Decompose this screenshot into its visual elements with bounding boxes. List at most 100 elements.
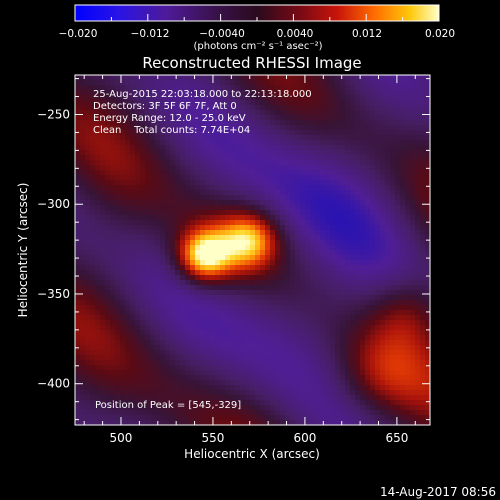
heatmap-cell (360, 215, 366, 221)
heatmap-cell (250, 295, 256, 301)
heatmap-cell (95, 265, 101, 271)
heatmap-cell (90, 85, 96, 91)
heatmap-cell (325, 410, 331, 416)
heatmap-cell (425, 365, 430, 371)
heatmap-cell (400, 265, 406, 271)
heatmap-cell (335, 335, 341, 341)
heatmap-cell (175, 170, 181, 176)
heatmap-cell (410, 140, 416, 146)
heatmap-cell (175, 85, 181, 91)
heatmap-cell (150, 215, 156, 221)
heatmap-cell (415, 225, 421, 231)
heatmap-cell (250, 80, 256, 86)
heatmap-cell (115, 365, 121, 371)
heatmap-cell (370, 145, 376, 151)
heatmap-cell (235, 195, 241, 201)
heatmap-cell (170, 350, 176, 356)
heatmap-cell (390, 240, 396, 246)
heatmap-cell (330, 85, 336, 91)
heatmap-cell (285, 345, 291, 351)
colorbar-tick-label: 0.020 (425, 28, 455, 40)
heatmap-cell (310, 315, 316, 321)
heatmap-cell (410, 295, 416, 301)
heatmap-cell (260, 360, 266, 366)
heatmap-cell (125, 260, 131, 266)
heatmap-cell (195, 210, 201, 216)
heatmap-cell (115, 220, 121, 226)
heatmap-cell (80, 415, 86, 421)
heatmap-cell (190, 90, 196, 96)
heatmap-cell (125, 225, 131, 231)
heatmap-cell (415, 320, 421, 326)
heatmap-cell (95, 355, 101, 361)
heatmap-cell (325, 165, 331, 171)
heatmap-cell (310, 95, 316, 101)
heatmap-cell (245, 380, 251, 386)
heatmap-cell (120, 400, 126, 406)
heatmap-cell (260, 265, 266, 271)
heatmap-cell (410, 375, 416, 381)
heatmap-cell (180, 270, 186, 276)
heatmap-cell (140, 85, 146, 91)
heatmap-cell (305, 110, 311, 116)
heatmap-cell (85, 80, 91, 86)
heatmap-cell (335, 190, 341, 196)
heatmap-cell (180, 80, 186, 86)
heatmap-cell (225, 190, 231, 196)
heatmap-cell (345, 330, 351, 336)
heatmap-cell (310, 280, 316, 286)
heatmap-cell (180, 260, 186, 266)
heatmap-cell (185, 290, 191, 296)
heatmap-cell (170, 240, 176, 246)
heatmap-cell (185, 260, 191, 266)
heatmap-cell (385, 245, 391, 251)
heatmap-cell (200, 320, 206, 326)
heatmap-cell (405, 90, 411, 96)
heatmap-cell (305, 360, 311, 366)
heatmap-cell (95, 160, 101, 166)
heatmap-cell (270, 395, 276, 401)
heatmap-cell (285, 405, 291, 411)
heatmap-cell (385, 220, 391, 226)
heatmap-cell (110, 275, 116, 281)
heatmap-cell (185, 310, 191, 316)
heatmap-cell (220, 225, 226, 231)
heatmap-cell (290, 130, 296, 136)
heatmap-cell (110, 360, 116, 366)
heatmap-cell (230, 375, 236, 381)
heatmap-cell (105, 135, 111, 141)
heatmap-cell (130, 165, 136, 171)
heatmap-cell (190, 370, 196, 376)
heatmap-cell (260, 285, 266, 291)
heatmap-cell (415, 250, 421, 256)
heatmap-cell (260, 320, 266, 326)
heatmap-cell (380, 275, 386, 281)
heatmap-cell (325, 420, 331, 425)
heatmap-cell (385, 85, 391, 91)
heatmap-cell (320, 390, 326, 396)
heatmap-cell (320, 375, 326, 381)
heatmap-cell (370, 395, 376, 401)
heatmap-cell (195, 195, 201, 201)
heatmap-cell (155, 380, 161, 386)
heatmap-cell (170, 385, 176, 391)
heatmap-cell (420, 405, 426, 411)
heatmap-cell (420, 175, 426, 181)
heatmap-cell (235, 145, 241, 151)
heatmap-cell (85, 120, 91, 126)
heatmap-cell (115, 180, 121, 186)
heatmap-cell (265, 85, 271, 91)
heatmap-cell (260, 225, 266, 231)
heatmap-cell (235, 350, 241, 356)
heatmap-cell (215, 160, 221, 166)
heatmap-cell (275, 210, 281, 216)
heatmap-cell (250, 235, 256, 241)
heatmap-cell (370, 175, 376, 181)
heatmap-cell (240, 170, 246, 176)
heatmap-cell (405, 270, 411, 276)
heatmap-cell (200, 305, 206, 311)
heatmap-cell (345, 165, 351, 171)
heatmap-cell (280, 75, 286, 81)
heatmap-cell (275, 255, 281, 261)
heatmap-cell (385, 205, 391, 211)
